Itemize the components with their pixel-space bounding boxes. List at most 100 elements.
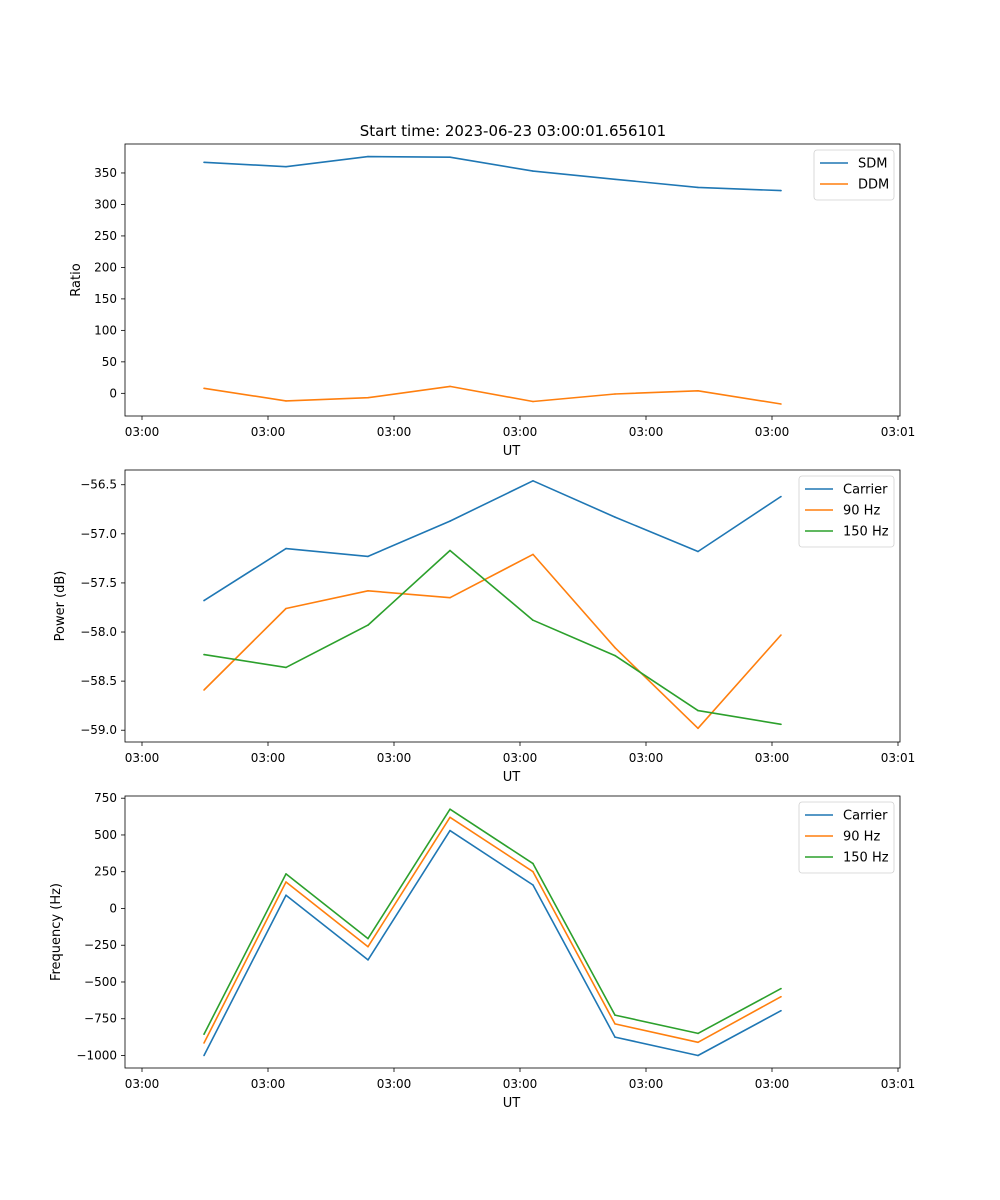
data-point <box>285 607 287 610</box>
x-tick-label: 03:00 <box>125 1077 160 1091</box>
x-tick-label: 03:00 <box>629 751 664 765</box>
data-point <box>203 161 205 164</box>
y-tick-label: −250 <box>84 938 117 952</box>
data-point <box>532 884 534 886</box>
legend: Carrier 90 Hz 150 Hz <box>798 475 895 548</box>
data-point <box>697 1041 699 1044</box>
legend-entry: Carrier <box>843 483 888 498</box>
data-point <box>285 400 287 402</box>
y-axis-label: Frequency (Hz) <box>49 883 64 981</box>
data-point <box>614 393 616 395</box>
data-point <box>285 881 287 883</box>
data-point <box>780 987 782 990</box>
data-point <box>697 709 699 712</box>
y-tick-label: −59.0 <box>80 723 117 737</box>
data-point <box>285 165 287 168</box>
data-point <box>532 870 534 873</box>
data-point <box>449 156 451 158</box>
data-point <box>449 385 451 388</box>
y-tick-label: 250 <box>94 865 117 879</box>
legend-entry: 150 Hz <box>843 525 889 540</box>
data-point <box>367 937 369 940</box>
x-tick-label: 03:00 <box>251 751 286 765</box>
figure-title: Start time: 2023-06-23 03:00:01.656101 <box>360 122 666 140</box>
axes-frame <box>124 143 901 417</box>
x-tick-label: 03:00 <box>251 1077 286 1091</box>
series-line-ddm <box>203 385 782 405</box>
legend-entry: Carrier <box>843 809 888 824</box>
data-point <box>367 945 369 948</box>
legend-entry: 90 Hz <box>843 830 880 845</box>
data-point <box>203 1033 205 1035</box>
y-tick-label: −58.5 <box>80 674 117 688</box>
data-point <box>614 516 616 518</box>
series-line-90-hz <box>203 553 782 730</box>
legend-box <box>798 801 895 874</box>
data-point <box>367 555 369 558</box>
x-tick-label: 03:00 <box>377 425 412 439</box>
data-point <box>367 624 369 626</box>
data-point <box>449 549 451 552</box>
y-axis-label: Ratio <box>69 263 84 296</box>
x-axis-label: UT <box>503 444 521 459</box>
legend-entry: 90 Hz <box>843 504 880 519</box>
data-point <box>614 646 616 649</box>
series-line-150-hz <box>203 808 782 1035</box>
data-point <box>614 654 616 657</box>
x-tick-label: 03:00 <box>755 751 790 765</box>
data-point <box>780 995 782 998</box>
y-tick-label: −1000 <box>76 1049 117 1063</box>
data-point <box>697 550 699 553</box>
data-point <box>532 480 534 482</box>
y-tick-label: 750 <box>94 791 117 805</box>
data-point <box>532 170 534 172</box>
axes-frame <box>124 795 901 1069</box>
y-tick-label: −750 <box>84 1012 117 1026</box>
legend: SDM DDM <box>813 149 895 201</box>
series-line-sdm <box>203 155 782 192</box>
series-line-150-hz <box>203 549 782 726</box>
x-tick-label: 03:00 <box>755 425 790 439</box>
data-point <box>449 829 451 832</box>
frequency-axes: 03:00 03:00 03:00 03:00 03:00 03:00 03:01 −1000… <box>49 791 915 1111</box>
legend: Carrier 90 Hz 150 Hz <box>798 801 895 874</box>
data-point <box>697 390 699 392</box>
data-point <box>532 553 534 556</box>
data-point <box>285 894 287 896</box>
y-tick-label: 0 <box>109 901 117 915</box>
data-point <box>367 590 369 592</box>
y-tick-label: −500 <box>84 975 117 989</box>
data-point <box>203 689 205 691</box>
series-line-carrier <box>203 479 782 602</box>
y-tick-label: −58.0 <box>80 625 117 639</box>
data-point <box>780 495 782 498</box>
data-point <box>780 403 782 405</box>
x-tick-label: 03:01 <box>881 751 916 765</box>
ratio-axes: 03:00 03:00 03:00 03:00 03:00 03:00 03:01 0 50 10… <box>69 143 916 459</box>
x-tick-label: 03:01 <box>881 1077 916 1091</box>
data-point <box>285 666 287 669</box>
data-point <box>697 727 699 730</box>
x-tick-label: 03:00 <box>629 1077 664 1091</box>
y-tick-label: 150 <box>94 292 117 306</box>
y-tick-label: 100 <box>94 323 117 337</box>
data-point <box>532 619 534 621</box>
y-tick-label: −57.5 <box>80 576 117 590</box>
x-axis-label: UT <box>503 1096 521 1111</box>
data-point <box>449 520 451 522</box>
x-tick-label: 03:00 <box>503 425 538 439</box>
data-point <box>697 1054 699 1057</box>
data-point <box>203 1042 205 1044</box>
x-tick-label: 03:01 <box>881 425 916 439</box>
data-point <box>449 816 451 819</box>
legend-entry: DDM <box>858 178 889 193</box>
y-tick-label: 300 <box>94 197 117 211</box>
series-line-carrier <box>203 829 782 1057</box>
axes-frame <box>124 469 901 743</box>
y-axis-label: Power (dB) <box>53 571 68 642</box>
data-point <box>780 189 782 192</box>
x-tick-label: 03:00 <box>125 751 160 765</box>
data-point <box>203 1054 205 1057</box>
power-axes: 03:00 03:00 03:00 03:00 03:00 03:00 03:01 −59.0… <box>53 469 916 785</box>
